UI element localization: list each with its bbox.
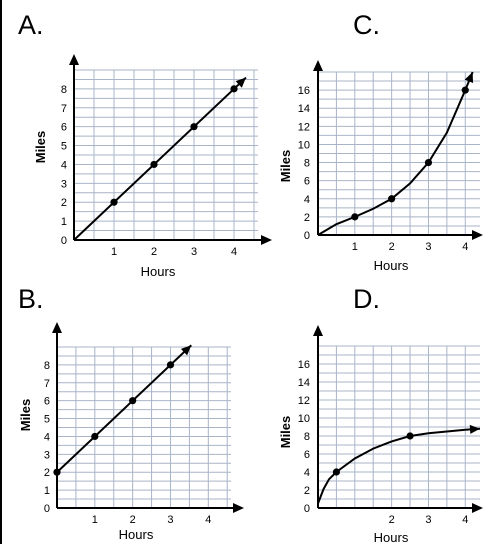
y-tick-label: 3 [61, 178, 67, 190]
panel-label-c: C. [353, 10, 380, 40]
y-tick-label: 16 [298, 85, 310, 97]
y-tick-label: 2 [61, 197, 67, 209]
x-tick-label: 1 [352, 241, 358, 253]
y-tick-label: 5 [44, 414, 50, 426]
x-axis-title: Hours [374, 530, 409, 544]
x-tick-label: 3 [191, 246, 197, 258]
data-point [351, 213, 359, 221]
data-point [424, 158, 433, 167]
x-tick-label: 2 [130, 514, 136, 526]
data-point [332, 468, 341, 476]
x-tick-label: 4 [231, 246, 237, 258]
panel-label-d: D. [353, 284, 380, 314]
y-tick-label: 3 [44, 449, 50, 461]
series-arrow-icon [235, 77, 246, 88]
data-point [406, 432, 414, 440]
y-tick-label: 0 [304, 503, 310, 515]
y-tick-label: 8 [304, 431, 310, 443]
y-tick-label: 5 [61, 141, 67, 153]
data-point [91, 432, 99, 441]
x-tick-label: 4 [462, 241, 468, 253]
y-tick-label: 10 [298, 139, 310, 151]
data-point [110, 198, 118, 206]
y-tick-label: 6 [304, 449, 310, 461]
x-tick-label: 3 [167, 514, 173, 526]
panel-label-a: A. [18, 10, 44, 40]
y-axis-title: Miles [278, 416, 293, 449]
data-point [166, 361, 175, 369]
y-tick-label: 1 [44, 485, 50, 497]
x-tick-label: 3 [425, 514, 431, 526]
y-tick-label: 14 [298, 377, 310, 389]
x-tick-label: 2 [151, 246, 157, 258]
x-axis-arrow-icon [472, 230, 483, 240]
data-point [461, 86, 469, 94]
y-axis-arrow-icon [52, 322, 62, 333]
y-tick-label: 14 [298, 103, 310, 115]
x-axis-title: Hours [374, 258, 409, 273]
y-tick-label: 6 [44, 396, 50, 408]
data-point [388, 195, 396, 203]
y-tick-label: 2 [304, 485, 310, 497]
y-axis-title: Miles [18, 399, 33, 432]
y-tick-label: 6 [304, 176, 310, 188]
series-arrow-icon [469, 424, 480, 434]
data-point [129, 397, 137, 405]
y-axis-title: Miles [278, 150, 293, 183]
y-tick-label: 4 [44, 431, 50, 443]
y-tick-label: 4 [304, 194, 310, 206]
x-axis-arrow-icon [472, 503, 483, 513]
y-tick-label: 0 [61, 235, 67, 247]
x-tick-label: 2 [389, 514, 395, 526]
y-tick-label: 0 [44, 503, 50, 515]
series-line-c [317, 71, 474, 236]
x-tick-label: 1 [92, 514, 98, 526]
x-axis-arrow-icon [233, 503, 244, 513]
data-point [53, 468, 61, 476]
y-tick-label: 16 [298, 359, 310, 371]
y-tick-label: 6 [61, 122, 67, 134]
y-tick-label: 8 [304, 158, 310, 170]
x-axis-title: Hours [119, 527, 154, 542]
y-tick-label: 12 [298, 121, 310, 133]
x-tick-label: 3 [425, 241, 431, 253]
x-tick-label: 2 [389, 241, 395, 253]
y-tick-label: 8 [44, 360, 50, 372]
x-axis-arrow-icon [261, 235, 272, 245]
y-tick-label: 1 [61, 216, 67, 228]
y-tick-label: 4 [304, 467, 310, 479]
data-point [190, 123, 198, 131]
panel-label-b: B. [18, 284, 44, 314]
series-arrow-icon [180, 345, 192, 356]
y-tick-label: 0 [304, 230, 310, 242]
x-tick-label: 1 [111, 246, 117, 258]
y-tick-label: 2 [304, 212, 310, 224]
y-axis-arrow-icon [69, 54, 79, 65]
series-line-d [317, 427, 481, 504]
x-tick-label: 4 [205, 514, 211, 526]
x-tick-label: 4 [462, 514, 468, 526]
y-tick-label: 8 [61, 84, 67, 96]
x-axis-title: Hours [141, 264, 176, 279]
y-tick-label: 4 [61, 159, 67, 171]
y-tick-label: 7 [61, 103, 67, 115]
y-tick-label: 10 [298, 413, 310, 425]
y-tick-label: 12 [298, 395, 310, 407]
data-point [230, 85, 238, 93]
y-axis-arrow-icon [313, 60, 323, 71]
left-border-line [0, 0, 2, 544]
series-arrow-icon [464, 72, 474, 83]
y-tick-label: 7 [44, 378, 50, 390]
y-tick-label: 2 [44, 467, 50, 479]
series-line-a [73, 76, 247, 241]
data-point [150, 160, 158, 169]
y-axis-arrow-icon [313, 325, 323, 336]
y-axis-title: Miles [33, 131, 48, 164]
